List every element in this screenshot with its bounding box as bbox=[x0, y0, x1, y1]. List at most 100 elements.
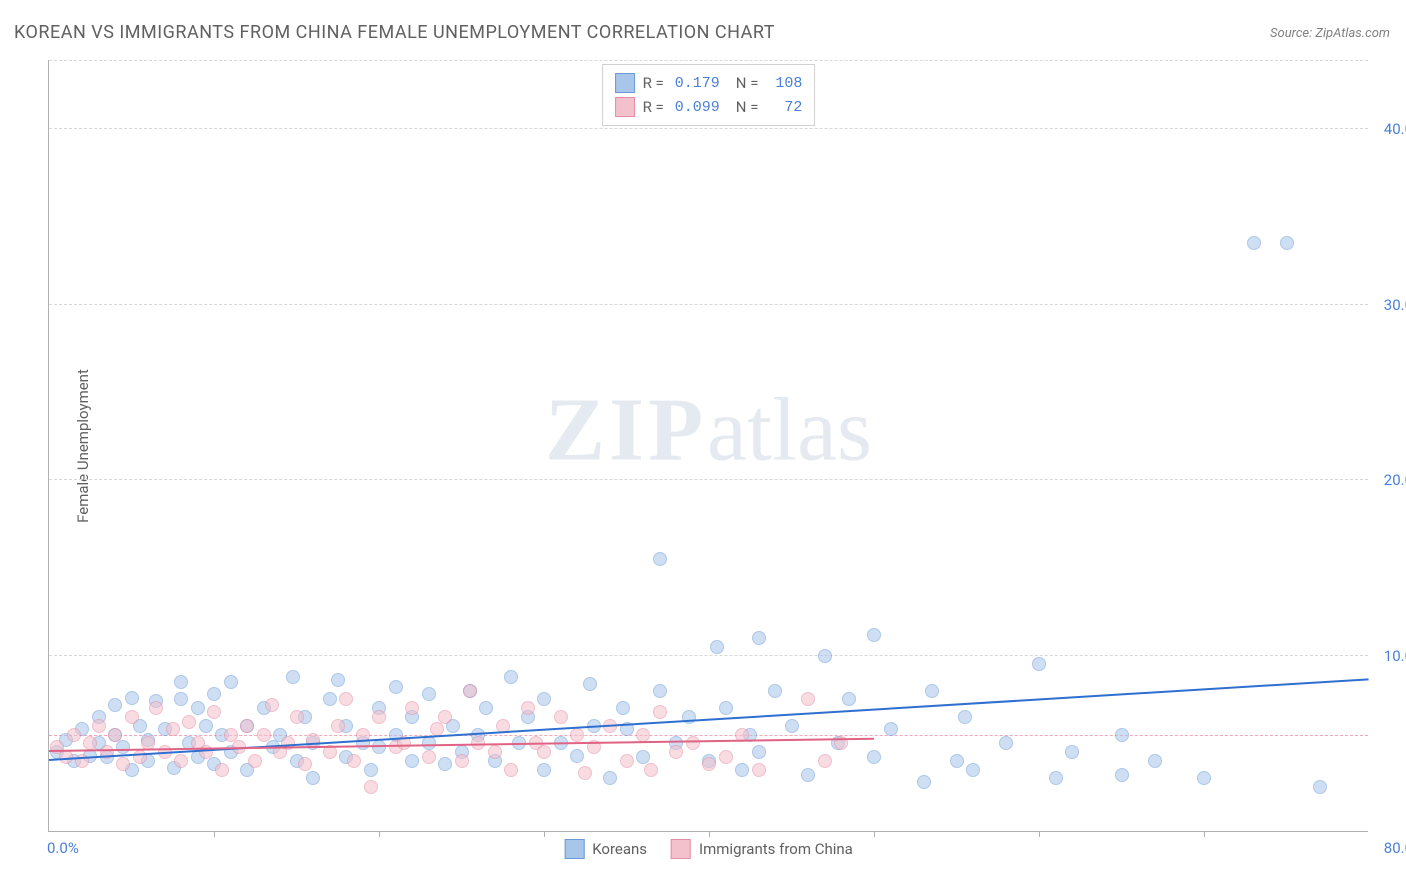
data-point bbox=[1065, 745, 1079, 759]
data-point bbox=[616, 701, 630, 715]
data-point bbox=[818, 754, 832, 768]
data-point bbox=[644, 763, 658, 777]
data-point bbox=[166, 722, 180, 736]
data-point bbox=[331, 673, 345, 687]
data-point bbox=[389, 680, 403, 694]
x-tick bbox=[544, 831, 545, 837]
data-point bbox=[174, 675, 188, 689]
y-tick-label: 30.0% bbox=[1384, 296, 1406, 314]
x-tick bbox=[709, 831, 710, 837]
data-point bbox=[966, 763, 980, 777]
data-point bbox=[752, 763, 766, 777]
data-point bbox=[116, 740, 130, 754]
grid-line bbox=[49, 304, 1368, 305]
x-tick bbox=[1204, 831, 1205, 837]
series-legend: KoreansImmigrants from China bbox=[564, 839, 853, 859]
data-point bbox=[405, 754, 419, 768]
legend-swatch bbox=[671, 839, 691, 859]
data-point bbox=[215, 763, 229, 777]
data-point bbox=[735, 763, 749, 777]
data-point bbox=[463, 684, 477, 698]
data-point bbox=[286, 670, 300, 684]
data-point bbox=[479, 701, 493, 715]
grid-line bbox=[49, 479, 1368, 480]
data-point bbox=[265, 698, 279, 712]
data-point bbox=[867, 750, 881, 764]
data-point bbox=[702, 757, 716, 771]
data-point bbox=[488, 745, 502, 759]
data-point bbox=[578, 766, 592, 780]
n-value: 72 bbox=[766, 99, 802, 116]
x-tick bbox=[379, 831, 380, 837]
data-point bbox=[537, 745, 551, 759]
r-label: R = bbox=[643, 98, 664, 116]
data-point bbox=[372, 710, 386, 724]
legend-label: Koreans bbox=[592, 840, 647, 858]
data-point bbox=[125, 691, 139, 705]
data-point bbox=[199, 719, 213, 733]
data-point bbox=[83, 736, 97, 750]
data-point bbox=[768, 684, 782, 698]
data-point bbox=[867, 628, 881, 642]
data-point bbox=[224, 675, 238, 689]
data-point bbox=[636, 728, 650, 742]
x-tick bbox=[874, 831, 875, 837]
grid-line bbox=[49, 60, 1368, 61]
data-point bbox=[438, 757, 452, 771]
data-point bbox=[537, 692, 551, 706]
data-point bbox=[1049, 771, 1063, 785]
r-label: R = bbox=[643, 74, 664, 92]
data-point bbox=[719, 701, 733, 715]
watermark-zip: ZIP bbox=[545, 381, 707, 480]
x-tick-label: 0.0% bbox=[47, 839, 79, 857]
data-point bbox=[298, 757, 312, 771]
data-point bbox=[785, 719, 799, 733]
data-point bbox=[950, 754, 964, 768]
data-point bbox=[710, 640, 724, 654]
data-point bbox=[958, 710, 972, 724]
data-point bbox=[405, 701, 419, 715]
data-point bbox=[842, 692, 856, 706]
data-point bbox=[174, 692, 188, 706]
data-point bbox=[537, 763, 551, 777]
data-point bbox=[248, 754, 262, 768]
data-point bbox=[174, 754, 188, 768]
x-tick-label: 80.0% bbox=[1384, 839, 1406, 857]
data-point bbox=[669, 745, 683, 759]
plot-area: ZIPatlas R =0.179N =108R =0.099N =72 Kor… bbox=[48, 60, 1368, 832]
data-point bbox=[570, 749, 584, 763]
data-point bbox=[364, 763, 378, 777]
data-point bbox=[521, 701, 535, 715]
data-point bbox=[719, 750, 733, 764]
data-point bbox=[1280, 236, 1294, 250]
data-point bbox=[191, 701, 205, 715]
y-tick-label: 20.0% bbox=[1384, 471, 1406, 489]
data-point bbox=[67, 728, 81, 742]
grid-line bbox=[49, 128, 1368, 129]
data-point bbox=[752, 631, 766, 645]
data-point bbox=[1197, 771, 1211, 785]
legend-row: R =0.099N =72 bbox=[615, 95, 803, 119]
data-point bbox=[1313, 780, 1327, 794]
legend-swatch bbox=[564, 839, 584, 859]
y-tick-label: 40.0% bbox=[1384, 120, 1406, 138]
data-point bbox=[339, 692, 353, 706]
data-point bbox=[583, 677, 597, 691]
data-point bbox=[182, 715, 196, 729]
data-point bbox=[1247, 236, 1261, 250]
data-point bbox=[1148, 754, 1162, 768]
r-value: 0.099 bbox=[672, 99, 720, 116]
data-point bbox=[504, 763, 518, 777]
source-attribution: Source: ZipAtlas.com bbox=[1270, 26, 1390, 41]
data-point bbox=[801, 768, 815, 782]
data-point bbox=[917, 775, 931, 789]
watermark: ZIPatlas bbox=[545, 379, 872, 482]
n-value: 108 bbox=[766, 75, 802, 92]
data-point bbox=[1115, 768, 1129, 782]
legend-item: Koreans bbox=[564, 839, 647, 859]
y-tick-label: 10.0% bbox=[1384, 647, 1406, 665]
x-tick bbox=[214, 831, 215, 837]
data-point bbox=[207, 687, 221, 701]
data-point bbox=[554, 710, 568, 724]
r-value: 0.179 bbox=[672, 75, 720, 92]
